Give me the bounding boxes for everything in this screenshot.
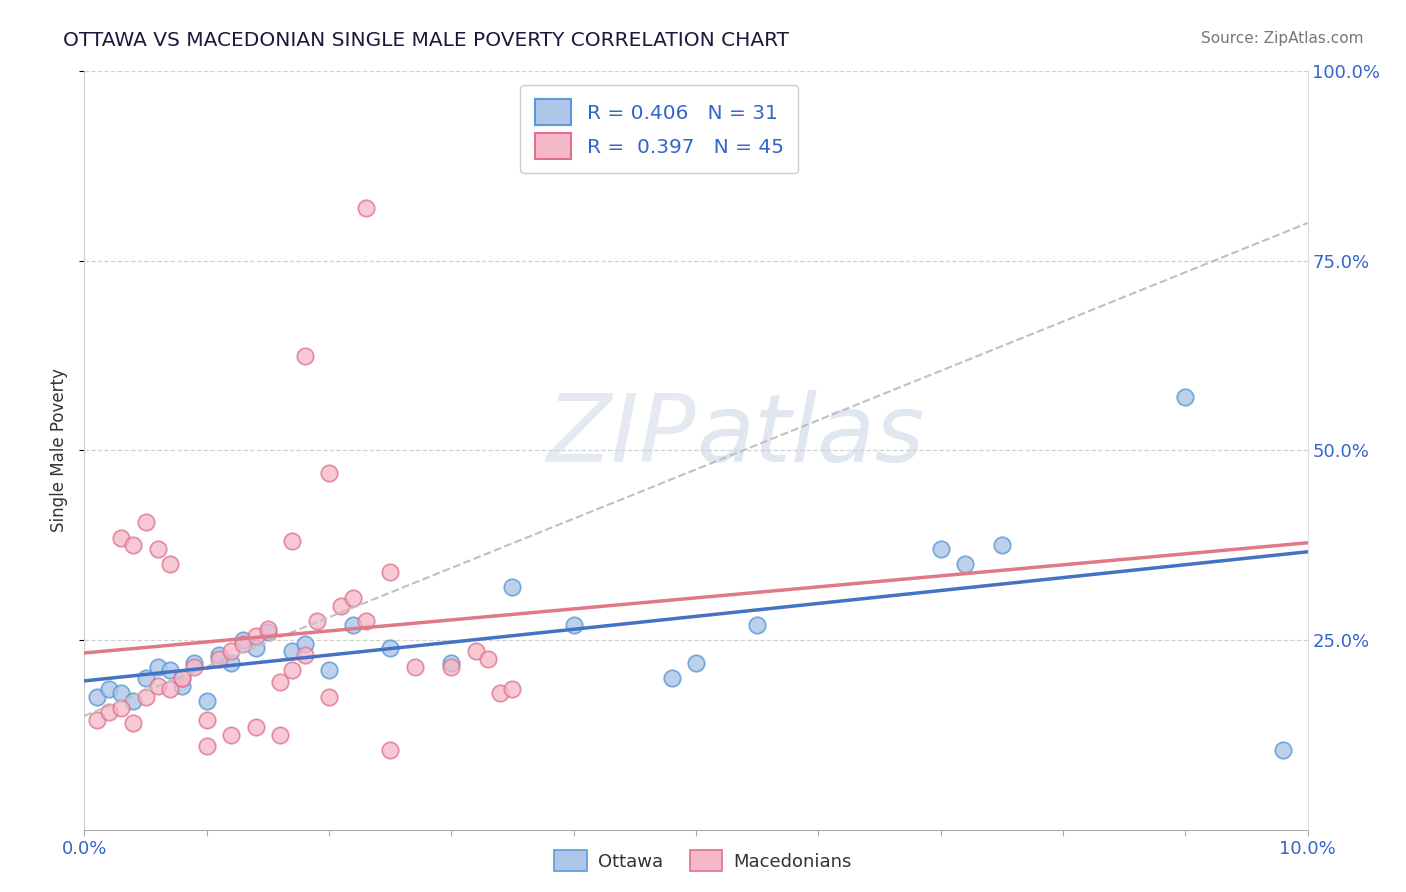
- Point: [318, 467, 340, 481]
- Point: [440, 659, 463, 673]
- Point: [929, 542, 952, 557]
- Point: [146, 659, 169, 673]
- Point: [354, 614, 377, 628]
- Point: [747, 617, 769, 632]
- Point: [477, 652, 499, 666]
- Point: [1272, 743, 1295, 757]
- Point: [135, 671, 157, 685]
- Point: [661, 671, 683, 685]
- Point: [257, 625, 280, 640]
- Y-axis label: Single Male Poverty: Single Male Poverty: [51, 368, 69, 533]
- Point: [294, 648, 316, 662]
- Point: [122, 538, 145, 552]
- Point: [489, 686, 512, 700]
- Point: [183, 656, 205, 670]
- Point: [245, 640, 267, 655]
- Point: [318, 664, 340, 678]
- Point: [135, 690, 157, 704]
- Point: [219, 644, 242, 658]
- Point: [172, 671, 194, 685]
- Point: [502, 682, 524, 697]
- Point: [97, 705, 120, 719]
- Point: [159, 557, 181, 572]
- Point: [685, 656, 707, 670]
- Point: [380, 640, 402, 655]
- Point: [354, 201, 377, 215]
- Point: [318, 690, 340, 704]
- Point: [195, 713, 218, 727]
- Point: [380, 565, 402, 579]
- Point: [281, 534, 304, 549]
- Point: [305, 614, 328, 628]
- Point: [195, 739, 218, 753]
- Point: [219, 728, 242, 742]
- Legend: R = 0.406   N = 31, R =  0.397   N = 45: R = 0.406 N = 31, R = 0.397 N = 45: [520, 86, 799, 173]
- Point: [269, 728, 291, 742]
- Text: OTTAWA VS MACEDONIAN SINGLE MALE POVERTY CORRELATION CHART: OTTAWA VS MACEDONIAN SINGLE MALE POVERTY…: [63, 31, 789, 50]
- Point: [342, 591, 364, 606]
- Point: [991, 538, 1014, 552]
- Point: [172, 671, 194, 685]
- Point: [97, 682, 120, 697]
- Point: [464, 644, 486, 658]
- Point: [245, 720, 267, 734]
- Point: [342, 617, 364, 632]
- Text: Source: ZipAtlas.com: Source: ZipAtlas.com: [1201, 31, 1364, 46]
- Point: [110, 531, 132, 545]
- Point: [86, 690, 108, 704]
- Point: [208, 652, 231, 666]
- Point: [122, 716, 145, 731]
- Point: [159, 682, 181, 697]
- Legend: Ottawa, Macedonians: Ottawa, Macedonians: [547, 843, 859, 879]
- Point: [245, 629, 267, 643]
- Point: [404, 659, 426, 673]
- Point: [440, 656, 463, 670]
- Point: [208, 648, 231, 662]
- Point: [122, 694, 145, 708]
- Point: [294, 349, 316, 363]
- Point: [110, 701, 132, 715]
- Point: [380, 743, 402, 757]
- Point: [953, 557, 976, 572]
- Point: [502, 580, 524, 594]
- Point: [86, 713, 108, 727]
- Point: [281, 664, 304, 678]
- Point: [110, 686, 132, 700]
- Point: [219, 656, 242, 670]
- Point: [1174, 391, 1197, 405]
- Point: [172, 678, 194, 692]
- Point: [257, 622, 280, 636]
- Point: [330, 599, 353, 613]
- Point: [281, 644, 304, 658]
- Point: [232, 637, 254, 651]
- Point: [135, 516, 157, 530]
- Point: [183, 659, 205, 673]
- Point: [146, 542, 169, 557]
- Point: [195, 694, 218, 708]
- Point: [232, 633, 254, 648]
- Point: [159, 664, 181, 678]
- Point: [269, 674, 291, 689]
- Text: atlas: atlas: [696, 390, 924, 481]
- Point: [146, 678, 169, 692]
- Text: ZIP: ZIP: [547, 390, 696, 481]
- Point: [562, 617, 585, 632]
- Point: [294, 637, 316, 651]
